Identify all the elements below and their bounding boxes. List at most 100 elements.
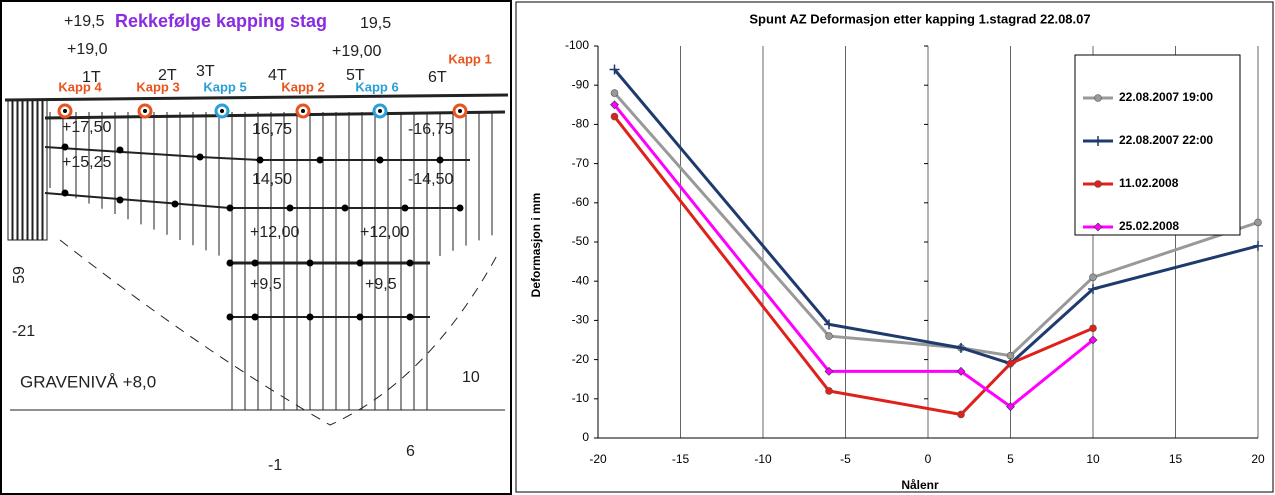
strut-node <box>251 313 259 321</box>
strut-node <box>406 259 414 267</box>
point <box>825 387 833 395</box>
pile-label: 1T <box>82 69 101 86</box>
kapp-label: Kapp 3 <box>136 79 179 94</box>
point <box>1006 351 1015 360</box>
y-tick-label: -10 <box>572 391 590 405</box>
kapp-label: Kapp 1 <box>448 51 491 66</box>
point <box>610 112 619 121</box>
point <box>1088 284 1098 295</box>
point <box>957 410 965 419</box>
point <box>1089 273 1097 282</box>
kapp-dot <box>143 109 147 113</box>
top-beam <box>44 110 506 120</box>
series-line <box>613 92 1259 358</box>
strut-node <box>61 189 69 197</box>
drawing-title: Rekkefølge kapping stag <box>115 11 327 31</box>
point <box>1088 335 1098 345</box>
y-tick-label: -50 <box>572 234 590 248</box>
y-tick-label: -100 <box>565 38 589 52</box>
point <box>610 89 619 97</box>
point <box>824 366 834 376</box>
level-label: +12,00 <box>360 224 409 241</box>
point <box>956 342 966 353</box>
strut-node <box>401 204 409 212</box>
strut-node <box>226 259 234 267</box>
strut-node <box>226 204 234 212</box>
legend-marker <box>1094 94 1102 102</box>
level-label: 59 <box>11 266 28 284</box>
drawing-frame <box>0 0 512 495</box>
level-label: 6 <box>406 443 415 460</box>
kapp-label: Kapp 2 <box>281 79 324 94</box>
level-label: 10 <box>462 369 480 386</box>
y-tick-label: -90 <box>572 77 590 91</box>
point <box>610 100 619 110</box>
drawing: +19,5 Rekkefølge kapping stag 19,5 +19,0… <box>0 0 512 495</box>
strut-node <box>226 313 234 321</box>
strut-node <box>436 156 444 164</box>
x-axis-label: Nålenr <box>901 478 939 492</box>
kapp-label: Kapp 5 <box>203 79 246 94</box>
level-label: GRAVENIVÅ +8,0 <box>20 372 156 391</box>
strut-node <box>376 156 384 164</box>
x-tick-label: 10 <box>1086 452 1100 466</box>
point <box>824 319 834 330</box>
legend-marker <box>1093 222 1103 232</box>
point <box>1006 359 1015 368</box>
y-tick-label: -30 <box>572 313 590 327</box>
y-tick-label: -20 <box>572 352 590 366</box>
level-label: 14,50 <box>252 171 292 188</box>
kapp-label: Kapp 6 <box>355 79 398 94</box>
legend-marker <box>1094 180 1102 188</box>
level-label: +19,0 <box>67 41 108 58</box>
x-tick-label: 15 <box>1169 452 1183 466</box>
y-tick-label: -80 <box>572 117 590 131</box>
point <box>1006 402 1015 412</box>
level-label: +19,5 <box>64 13 105 30</box>
kapp-dot <box>63 109 67 113</box>
pile-label: 2T <box>158 67 177 84</box>
legend-label: 11.02.2008 <box>1119 176 1179 190</box>
strut-node <box>251 259 259 267</box>
level-label: 16,75 <box>252 121 292 138</box>
legend-label: 22.08.2007 19:00 <box>1119 90 1213 104</box>
x-tick-label: -15 <box>672 452 690 466</box>
series-line <box>613 68 1259 366</box>
strut-node <box>196 153 204 161</box>
kapp-dot <box>458 109 462 113</box>
level-label: +9,5 <box>365 276 397 293</box>
point <box>1253 240 1263 251</box>
legend <box>1074 54 1241 236</box>
strut-node <box>356 259 364 267</box>
strut-node <box>171 200 179 208</box>
chart-title: Spunt AZ Deformasjon etter kapping 1.sta… <box>749 11 1090 26</box>
level-label: 19,5 <box>360 15 391 32</box>
point <box>956 366 966 376</box>
x-tick-label: -20 <box>589 452 607 466</box>
level-label: +12,00 <box>250 224 299 241</box>
level-label: -21 <box>12 323 35 340</box>
strut-node <box>406 313 414 321</box>
strut-node <box>116 196 124 204</box>
strut-node <box>306 259 314 267</box>
strut-node <box>456 204 464 212</box>
x-tick-label: 20 <box>1251 452 1265 466</box>
kapp-label: Kapp 4 <box>58 79 102 94</box>
point <box>1089 324 1097 333</box>
strut-node <box>256 156 264 164</box>
top-beam <box>4 93 509 102</box>
pile-label: 6T <box>428 69 447 86</box>
point <box>1254 218 1262 227</box>
legend-label: 22.08.2007 22:00 <box>1119 133 1213 147</box>
legend-marker <box>1093 136 1103 146</box>
strut-node <box>306 313 314 321</box>
level-label: +17,50 <box>62 119 111 136</box>
x-tick-label: -10 <box>754 452 772 466</box>
x-tick-label: 0 <box>925 452 932 466</box>
pile-label: 5T <box>346 67 365 84</box>
x-tick-label: 5 <box>1007 452 1014 466</box>
level-label: -16,75 <box>408 121 453 138</box>
kapp-dot <box>378 109 382 113</box>
level-label: +9,5 <box>250 276 282 293</box>
